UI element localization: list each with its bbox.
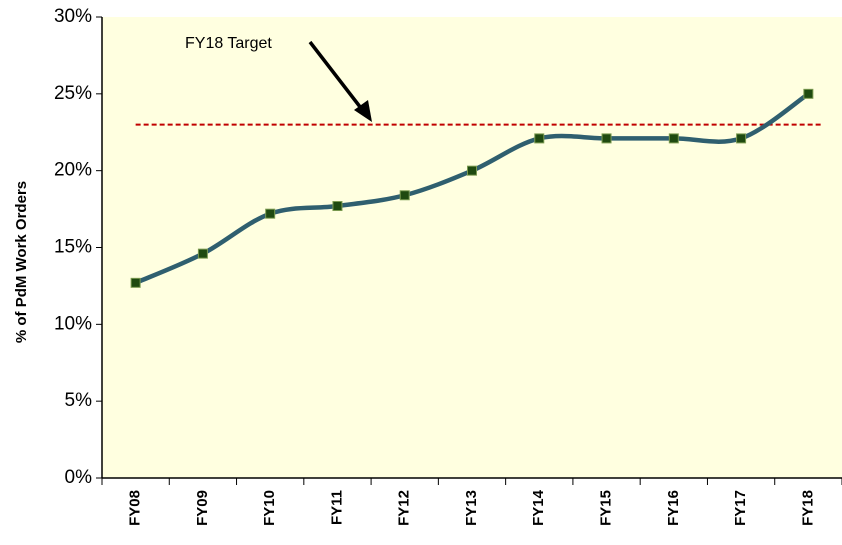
x-tick-label: FY09	[194, 490, 211, 526]
y-tick-label: 20%	[54, 160, 92, 181]
y-tick-label: 5%	[65, 390, 93, 411]
marker	[467, 165, 477, 176]
marker	[601, 133, 612, 144]
x-tick-label: FY18	[799, 490, 816, 526]
x-tick-label: FY15	[598, 490, 615, 526]
marker	[534, 133, 545, 144]
x-tick-label: FY17	[732, 490, 749, 526]
x-tick-label: FY13	[463, 490, 480, 526]
marker	[668, 133, 679, 144]
marker	[265, 208, 276, 219]
y-tick-label: 25%	[54, 83, 92, 104]
plot-area	[102, 17, 842, 478]
y-tick-label: 30%	[54, 6, 92, 27]
annotation: FY18 Target	[185, 35, 272, 52]
marker	[332, 201, 343, 212]
marker	[736, 133, 747, 144]
x-tick-label: FY12	[396, 490, 413, 526]
x-tick-label: FY14	[530, 489, 547, 526]
x-tick-label: FY16	[665, 490, 682, 526]
x-tick-label: FY08	[127, 490, 144, 526]
arrow-head	[354, 100, 372, 122]
marker	[130, 277, 141, 288]
marker	[399, 190, 410, 201]
x-tick-label: FY10	[261, 490, 278, 526]
y-tick-label: 0%	[65, 467, 93, 488]
marker	[803, 88, 814, 99]
x-tick-label: FY11	[328, 490, 345, 525]
y-tick-label: 10%	[54, 313, 92, 334]
annotation-arrow	[308, 40, 366, 114]
marker	[197, 248, 208, 259]
y-tick-label: 15%	[54, 237, 92, 258]
y-axis-label: % of PdM Work Orders	[13, 181, 30, 343]
